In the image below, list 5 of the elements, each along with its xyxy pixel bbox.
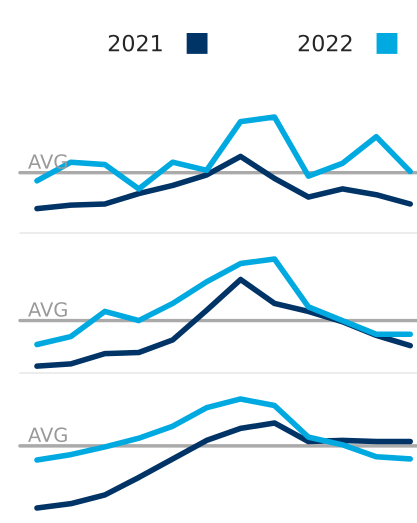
ref-line-label: AVG xyxy=(28,427,67,442)
legend-label: 2021 xyxy=(108,34,162,52)
ref-line-label: AVG xyxy=(28,154,67,169)
legend-label: 2022 xyxy=(298,34,352,52)
ref-line-label: AVG xyxy=(28,302,67,317)
